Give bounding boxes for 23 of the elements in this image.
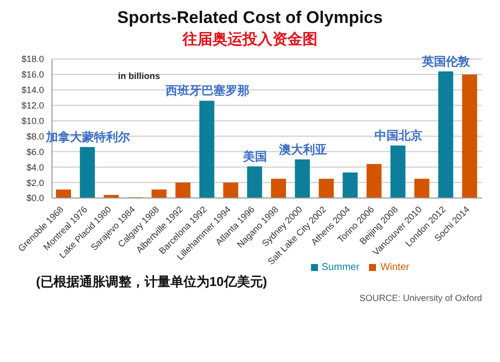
legend-label: Winter (380, 262, 410, 273)
y-tick-label: $18.0 (21, 54, 44, 64)
chart-subtitle: 往届奥运投入资金图 (181, 30, 318, 49)
y-tick-label: $0.0 (26, 193, 44, 204)
y-tick-label: $8.0 (26, 131, 44, 142)
legend-label: Summer (322, 262, 360, 273)
annotation: 澳大利亚 (278, 142, 327, 156)
annotation: 英国伦敦 (421, 54, 472, 68)
annotation: 加拿大蒙特利尔 (44, 130, 131, 144)
y-tick-label: $6.0 (26, 146, 44, 157)
annotation: 美国 (242, 149, 268, 164)
y-tick-label: $14.0 (21, 85, 44, 96)
y-tick-label: $16.0 (21, 70, 44, 80)
chart-title: Sports-Related Cost of Olympics (116, 8, 384, 28)
y-tick-label: $10.0 (21, 116, 44, 126)
y-tick-label: $12.0 (21, 100, 44, 111)
y-tick-label: $4.0 (26, 162, 44, 172)
text: (已根据通胀调整，计量单位为10亿美元) (36, 273, 268, 291)
y-tick-label: $2.0 (26, 178, 44, 188)
annotation: in billions (118, 71, 160, 81)
annotation: 西班牙巴塞罗那 (164, 84, 250, 98)
source-note: SOURCE: University of Oxford (358, 293, 482, 303)
annotation: 中国北京 (374, 128, 422, 142)
